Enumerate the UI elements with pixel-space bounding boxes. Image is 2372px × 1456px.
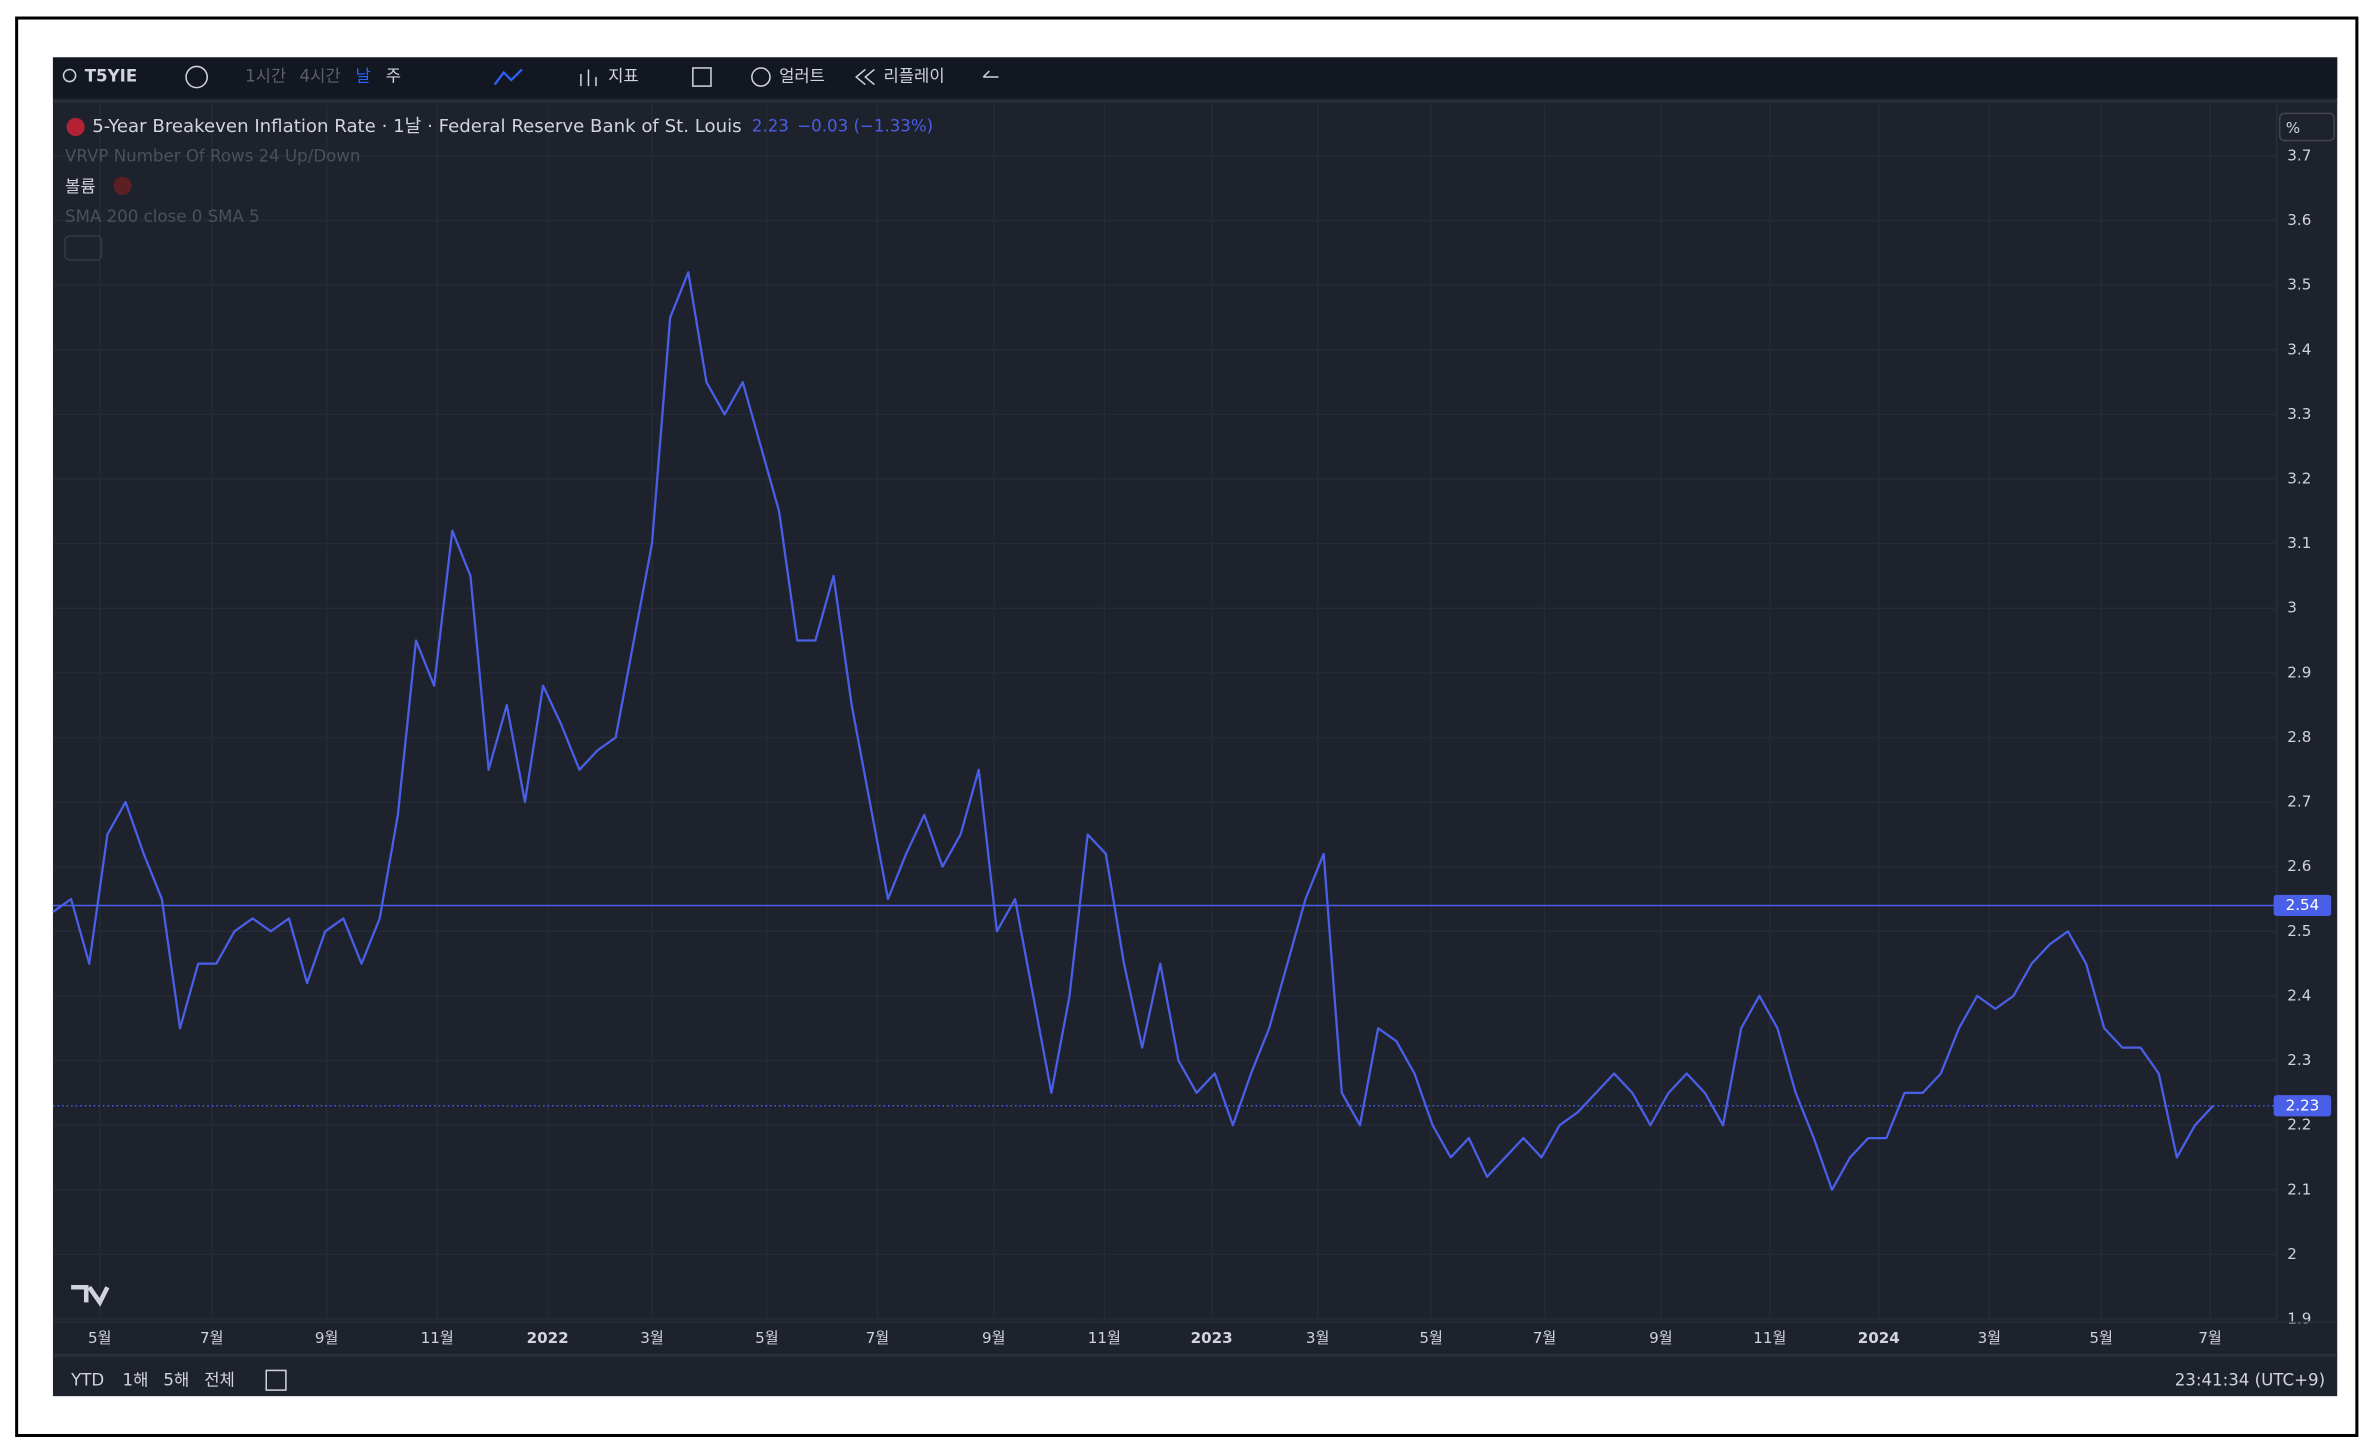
legend-change: −0.03 (−1.33%) [797,116,933,135]
logo [71,1284,110,1307]
x-tick-label: 2023 [1191,1329,1233,1347]
y-tick-label: 2.1 [2287,1180,2311,1198]
x-tick-label: 3월 [1306,1329,1330,1347]
y-tick-label: 3.6 [2287,211,2311,229]
range[interactable]: 1해 [123,1371,149,1390]
alert-icon[interactable] [751,67,771,87]
x-tick-label: 5월 [1419,1329,1443,1347]
x-tick-label: 7월 [1533,1329,1557,1347]
undo-icon[interactable] [982,70,999,78]
x-tick-label: 3월 [640,1329,664,1347]
unit-box [2278,112,2335,142]
y-tick-label: 2.4 [2287,986,2311,1004]
indicators[interactable]: 지표 [608,67,639,86]
y-tick-label: 2.8 [2287,728,2311,746]
range[interactable]: 5해 [163,1371,189,1390]
plot-area: 1.9 2 2.1 2.2 2.3 2.4 2.5 2.6 2.7 2.8 2.9 3 3.1 3.2 3.… [52,104,2338,1347]
collapse-button[interactable] [64,235,103,261]
legend-last: 2.23 [752,116,789,135]
symbol[interactable]: T5YIE [85,67,138,86]
price-tag-label: 2.54 [2286,896,2320,914]
y-tick-label: 2.6 [2287,857,2311,875]
y-tick-label: 2.9 [2287,663,2311,681]
x-tick-label: 7월 [866,1329,890,1347]
price-tag-label: 2.23 [2286,1096,2320,1114]
x-tick-label: 7월 [2198,1329,2222,1347]
chart-style-icon[interactable] [493,68,523,86]
x-tick-label: 2024 [1858,1329,1900,1347]
study[interactable]: SMA 200 close 0 SMA 5 [65,207,260,226]
y-tick-label: 2 [2287,1245,2297,1263]
warning-icon [113,176,132,196]
y-tick-label: 3.3 [2287,405,2311,423]
indicators-icon[interactable] [580,69,597,87]
x-tick-label: 7월 [200,1329,224,1347]
app [52,57,2338,1397]
unit: % [2286,119,2300,137]
range[interactable]: 전체 [204,1371,235,1390]
x-tick-label: 3월 [1978,1329,2002,1347]
interval[interactable]: 4시간 [300,67,341,86]
flag-icon [66,117,85,137]
x-tick-label: 11월 [421,1329,454,1347]
clock: 23:41:34 (UTC+9) [2175,1371,2325,1390]
x-tick-label: 5월 [2089,1329,2113,1347]
x-tick-label: 5월 [755,1329,779,1347]
y-tick-label: 3.2 [2287,470,2311,488]
price-line [52,271,2214,1191]
x-tick-label: 9월 [1649,1329,1673,1347]
y-tick-label: 2.5 [2287,922,2311,940]
interval[interactable]: 1시간 [245,67,286,86]
add-icon[interactable] [185,65,209,89]
x-tick-label: 11월 [1088,1329,1121,1347]
legend-title: 5-Year Breakeven Inflation Rate · 1날 · F… [92,116,741,137]
search-icon[interactable] [62,68,77,83]
toolbar [52,57,2338,99]
y-tick-label: 3.4 [2287,340,2311,358]
x-tick-label: 9월 [315,1329,339,1347]
y-tick-label: 3 [2287,599,2297,617]
date-range-icon[interactable] [265,1369,287,1391]
replay[interactable]: 리플레이 [883,67,944,86]
replay-icon[interactable] [855,68,875,86]
x-tick-label: 5월 [88,1329,112,1347]
x-tick-label: 9월 [982,1329,1006,1347]
alert[interactable]: 얼러트 [779,67,825,86]
study[interactable]: VRVP Number Of Rows 24 Up/Down [65,147,360,166]
range[interactable]: YTD [70,1371,104,1390]
y-tick-label: 2.2 [2287,1116,2311,1134]
y-tick-label: 2.7 [2287,793,2311,811]
price-tag [2273,1095,2332,1117]
price-tag [2273,894,2332,917]
x-tick-label: 11월 [1753,1329,1786,1347]
y-tick-label: 2.3 [2287,1051,2311,1069]
study[interactable]: 볼륨 [65,177,96,196]
layout-icon[interactable] [692,67,712,87]
y-tick-label: 3.5 [2287,276,2311,294]
interval[interactable]: 주 [386,67,401,86]
interval[interactable]: 날 [355,67,370,86]
y-tick-label: 1.9 [2287,1310,2311,1328]
x-tick-label: 2022 [527,1329,569,1347]
y-tick-label: 3.7 [2287,146,2311,164]
y-tick-label: 3.1 [2287,534,2311,552]
